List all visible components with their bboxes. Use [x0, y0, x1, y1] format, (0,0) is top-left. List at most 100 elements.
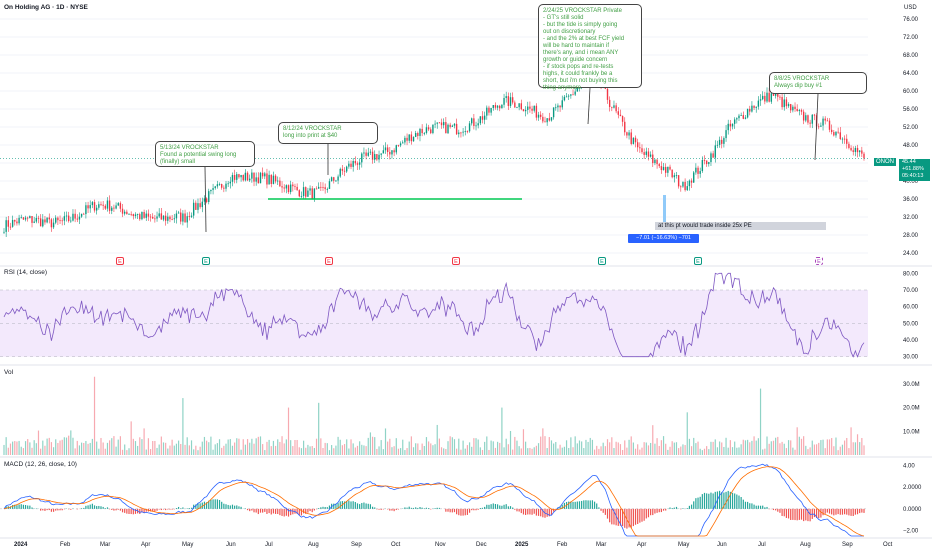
- annotation-feb-2025[interactable]: 2/24/25 VROCKSTAR Private - GT's still s…: [538, 4, 642, 91]
- macd-histogram-bar: [139, 508, 141, 514]
- candle-body: [177, 212, 180, 214]
- volume-bar: [509, 430, 512, 455]
- candle-body: [330, 177, 333, 182]
- macd-histogram-bar: [240, 506, 242, 509]
- annotation-aug-2025[interactable]: 8/8/25 VROCKSTAR Always dip buy #1: [769, 72, 867, 94]
- volume-bar: [417, 443, 419, 455]
- earnings-marker[interactable]: E: [452, 257, 460, 265]
- macd-histogram-bar: [852, 508, 854, 517]
- macd-histogram-bar: [210, 499, 212, 509]
- candle-body: [710, 153, 712, 163]
- volume-bar: [158, 444, 160, 455]
- macd-histogram-bar: [703, 492, 706, 509]
- macd-histogram-bar: [809, 508, 811, 522]
- volume-bar: [277, 439, 279, 455]
- candle-body: [143, 212, 145, 218]
- x-tick-label: May: [678, 542, 689, 548]
- annotation-aug-2024[interactable]: 8/12/24 VROCKSTAR long into print at $40: [278, 122, 378, 144]
- rsi-tick-label: 50.00: [903, 321, 919, 327]
- macd-histogram-bar: [40, 508, 42, 511]
- volume-bar: [272, 440, 275, 455]
- candle-body: [80, 213, 83, 217]
- macd-histogram-bar: [818, 508, 820, 519]
- candle-body: [514, 102, 516, 108]
- macd-histogram-bar: [382, 508, 384, 510]
- volume-bar: [37, 430, 40, 455]
- macd-histogram-bar: [391, 508, 393, 511]
- volume-bar: [844, 440, 846, 455]
- annotation-may-2024[interactable]: 5/13/24 VROCKSTAR Found a potential swin…: [155, 141, 255, 167]
- volume-bar: [257, 436, 259, 455]
- volume-bar: [777, 436, 779, 455]
- candle-body: [126, 211, 128, 215]
- volume-bar: [831, 438, 833, 455]
- macd-histogram-bar: [98, 505, 100, 509]
- volume-bar: [292, 446, 294, 455]
- macd-histogram-bar: [637, 508, 639, 524]
- macd-histogram-bar: [27, 505, 29, 509]
- candle-body: [686, 186, 688, 191]
- macd-histogram-bar: [55, 508, 57, 511]
- candle-body: [227, 183, 229, 185]
- macd-histogram-bar: [320, 507, 322, 509]
- macd-histogram-bar: [143, 508, 145, 513]
- volume-bar: [634, 448, 637, 455]
- candle-body: [854, 147, 857, 152]
- candle-body: [451, 125, 454, 127]
- earnings-marker[interactable]: E: [815, 257, 823, 265]
- volume-bar: [130, 421, 132, 455]
- volume-bar: [343, 444, 346, 455]
- volume-bar: [796, 427, 798, 455]
- macd-histogram-bar: [91, 503, 93, 509]
- macd-histogram-bar: [361, 502, 363, 509]
- volume-bar: [294, 440, 296, 455]
- earnings-marker[interactable]: E: [694, 257, 702, 265]
- volume-bar: [602, 442, 604, 455]
- earnings-marker[interactable]: E: [598, 257, 606, 265]
- volume-bar: [106, 442, 109, 455]
- volume-bar: [615, 441, 617, 455]
- volume-bar: [643, 442, 645, 455]
- macd-histogram-bar: [479, 508, 481, 509]
- macd-tick-label: 2.0000: [903, 485, 922, 491]
- earnings-marker[interactable]: E: [325, 257, 333, 265]
- macd-histogram-bar: [190, 507, 193, 509]
- macd-histogram-bar: [124, 508, 126, 513]
- volume-bar: [542, 428, 544, 455]
- candle-body: [522, 109, 525, 112]
- candle-body: [121, 208, 124, 214]
- volume-bar: [852, 442, 854, 455]
- candle-body: [380, 153, 382, 155]
- price-tick-label: 24.00: [903, 251, 919, 257]
- volume-bar: [665, 443, 667, 455]
- candle-body: [268, 174, 270, 185]
- macd-histogram-bar: [154, 508, 156, 512]
- candle-body: [14, 219, 16, 222]
- candle-body: [785, 99, 788, 107]
- candle-body: [705, 160, 708, 165]
- volume-bar: [585, 439, 587, 455]
- macd-histogram-bar: [606, 508, 609, 519]
- volume-bar: [190, 440, 193, 455]
- volume-bar: [572, 447, 574, 455]
- macd-histogram-bar: [777, 508, 779, 512]
- volume-bar: [367, 437, 369, 455]
- candle-body: [445, 122, 447, 134]
- volume-bar: [322, 448, 324, 455]
- macd-histogram-bar: [262, 508, 264, 513]
- macd-histogram-bar: [563, 502, 566, 509]
- earnings-marker[interactable]: E: [116, 257, 124, 265]
- macd-histogram-bar: [854, 508, 856, 515]
- candle-body: [205, 198, 208, 202]
- candle-body: [475, 125, 477, 127]
- volume-bar: [794, 449, 796, 455]
- candle-body: [561, 100, 563, 108]
- x-tick-label: Nov: [435, 542, 446, 548]
- volume-bar: [690, 446, 693, 455]
- earnings-marker[interactable]: E: [202, 257, 210, 265]
- volume-bar: [80, 442, 83, 455]
- volume-bar: [639, 449, 641, 455]
- candle-body: [615, 105, 617, 112]
- macd-histogram-bar: [766, 506, 768, 509]
